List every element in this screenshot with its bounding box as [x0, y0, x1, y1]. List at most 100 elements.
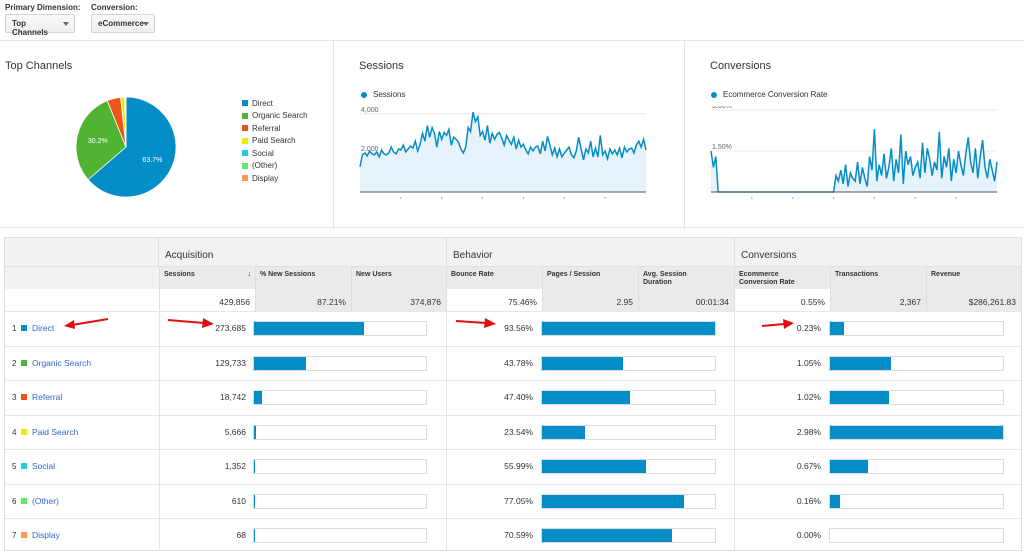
- channel-link[interactable]: Display: [32, 530, 60, 540]
- bounce-rate-value: 47.40%: [504, 392, 533, 402]
- sessions-bar-fill: [254, 460, 255, 473]
- conversion-rate-bar: [829, 528, 1004, 543]
- conversion-rate-line-chart[interactable]: 3.00% 1.50%: [707, 106, 1007, 206]
- sessions-bar-fill: [254, 322, 365, 335]
- bounce-rate-bar-fill: [542, 322, 715, 335]
- table-row: 7 Display 68 70.59% 0.00%: [5, 518, 1021, 553]
- report-controls: Primary Dimension: Top Channels Conversi…: [0, 0, 1024, 40]
- row-number: 4: [12, 427, 17, 437]
- col-sessions[interactable]: Sessions ↓: [159, 267, 255, 289]
- conversion-rate-bar-fill: [830, 391, 889, 404]
- bounce-rate-bar-fill: [542, 460, 646, 473]
- sessions-value: 18,742: [220, 392, 246, 402]
- conversion-rate-bar: [829, 355, 1004, 371]
- sessions-line-chart[interactable]: 4,000 2,000: [356, 106, 656, 206]
- channel-color-swatch: [21, 497, 27, 504]
- legend-swatch: [242, 112, 248, 119]
- channel-color-swatch: [21, 394, 27, 400]
- primary-dimension-dropdown[interactable]: Top Channels: [5, 14, 75, 37]
- col-new-users[interactable]: New Users: [351, 267, 446, 289]
- chevron-down-icon: [63, 22, 69, 26]
- legend-label: Organic Search: [252, 111, 308, 121]
- series-dot-icon: [711, 91, 717, 98]
- total-pages-per-session: 2.95: [542, 289, 638, 311]
- total-revenue: $286,261.83: [926, 289, 1021, 311]
- conversion-rate-value: 2.98%: [796, 426, 821, 437]
- series-dot-icon: [361, 91, 367, 98]
- top-channels-panel: Top Channels 63.7% 30.2% Direct Organic Se…: [0, 41, 333, 229]
- legend-swatch: [242, 175, 248, 182]
- conversion-rate-value: 0.00%: [796, 530, 821, 540]
- legend-label: Display: [252, 173, 279, 183]
- legend-item: Organic Search: [242, 110, 308, 123]
- sessions-bar: [253, 390, 427, 405]
- col-revenue[interactable]: Revenue: [926, 267, 1021, 289]
- channel-color-swatch: [21, 463, 27, 469]
- conversion-rate-bar: [829, 424, 1004, 440]
- conversions-title: Conversions: [710, 60, 772, 72]
- col-ecommerce-conversion-rate[interactable]: Ecommerce Conversion Rate: [734, 267, 830, 289]
- channel-link[interactable]: Organic Search: [32, 357, 92, 368]
- channel-link[interactable]: Referral: [32, 392, 63, 402]
- bounce-rate-bar: [541, 528, 716, 543]
- channel-link[interactable]: Social: [32, 461, 56, 471]
- conversions-panel: Conversions Ecommerce Conversion Rate 3.…: [684, 41, 1024, 229]
- chevron-down-icon: [143, 22, 149, 26]
- annotation-arrow-icon: [167, 318, 214, 328]
- conversion-rate-bar-fill: [830, 460, 869, 473]
- primary-dimension-value: Top Channels: [12, 19, 49, 37]
- col-pages-per-session[interactable]: Pages / Session: [542, 267, 638, 289]
- conversions-series-legend: Ecommerce Conversion Rate: [711, 90, 827, 99]
- pie-slice-organic-search[interactable]: [75, 100, 127, 181]
- total-new-users: 374,876: [351, 289, 446, 311]
- sessions-value: 273,685: [215, 323, 246, 333]
- total-sessions: 429,856: [159, 289, 255, 311]
- bounce-rate-value: 43.78%: [504, 357, 533, 368]
- legend-label: Direct: [252, 98, 273, 108]
- annotation-arrow-icon: [455, 318, 496, 328]
- bounce-rate-bar-fill: [542, 425, 586, 439]
- pie-slice-direct[interactable]: [87, 96, 177, 198]
- sessions-bar-fill: [254, 425, 257, 439]
- legend-label: Paid Search: [252, 136, 296, 146]
- channel-link[interactable]: Direct: [32, 323, 55, 333]
- conversion-label: Conversion:: [91, 3, 138, 12]
- pie-slice-label: 63.7%: [142, 157, 162, 164]
- conversion-rate-value: 0.67%: [796, 461, 821, 471]
- legend-swatch: [242, 100, 248, 107]
- bounce-rate-bar: [541, 390, 716, 405]
- sessions-bar: [253, 493, 427, 509]
- conversion-rate-bar-fill: [830, 494, 840, 508]
- column-divider: [446, 311, 447, 551]
- col-transactions[interactable]: Transactions: [830, 267, 926, 289]
- bounce-rate-bar: [541, 493, 716, 509]
- total-bounce-rate: 75.46%: [446, 289, 542, 311]
- sessions-bar: [253, 355, 427, 371]
- bounce-rate-bar: [541, 424, 716, 440]
- col-new-sessions[interactable]: % New Sessions: [255, 267, 351, 289]
- col-avg-session-duration[interactable]: Avg. Session Duration: [638, 267, 734, 289]
- sessions-value: 1,352: [224, 461, 246, 471]
- conversion-rate-bar: [829, 390, 1004, 405]
- channel-link[interactable]: Paid Search: [32, 426, 79, 437]
- legend-swatch: [242, 125, 248, 132]
- conversion-rate-bar: [829, 459, 1004, 474]
- series-line: [359, 111, 647, 167]
- table-row: 1 Direct 273,685 93.56% 0.23%: [5, 311, 1021, 346]
- col-bounce-rate[interactable]: Bounce Rate: [446, 267, 542, 289]
- legend-label: Social: [252, 148, 274, 158]
- bounce-rate-bar-fill: [542, 494, 684, 508]
- bounce-rate-value: 70.59%: [504, 530, 533, 540]
- sessions-bar: [253, 424, 427, 440]
- channel-color-swatch: [21, 359, 27, 366]
- top-channels-pie-chart[interactable]: 63.7% 30.2%: [74, 95, 178, 199]
- conversion-rate-bar-fill: [830, 425, 1003, 439]
- sort-descending-icon: ↓: [247, 271, 252, 278]
- bounce-rate-bar-fill: [542, 391, 631, 404]
- total-transactions: 2,367: [830, 289, 926, 311]
- channel-link[interactable]: (Other): [32, 495, 59, 506]
- conversion-dropdown[interactable]: eCommerce: [91, 14, 155, 33]
- series-area: [711, 129, 997, 192]
- conversion-rate-bar: [829, 321, 1004, 336]
- bounce-rate-bar: [541, 355, 716, 371]
